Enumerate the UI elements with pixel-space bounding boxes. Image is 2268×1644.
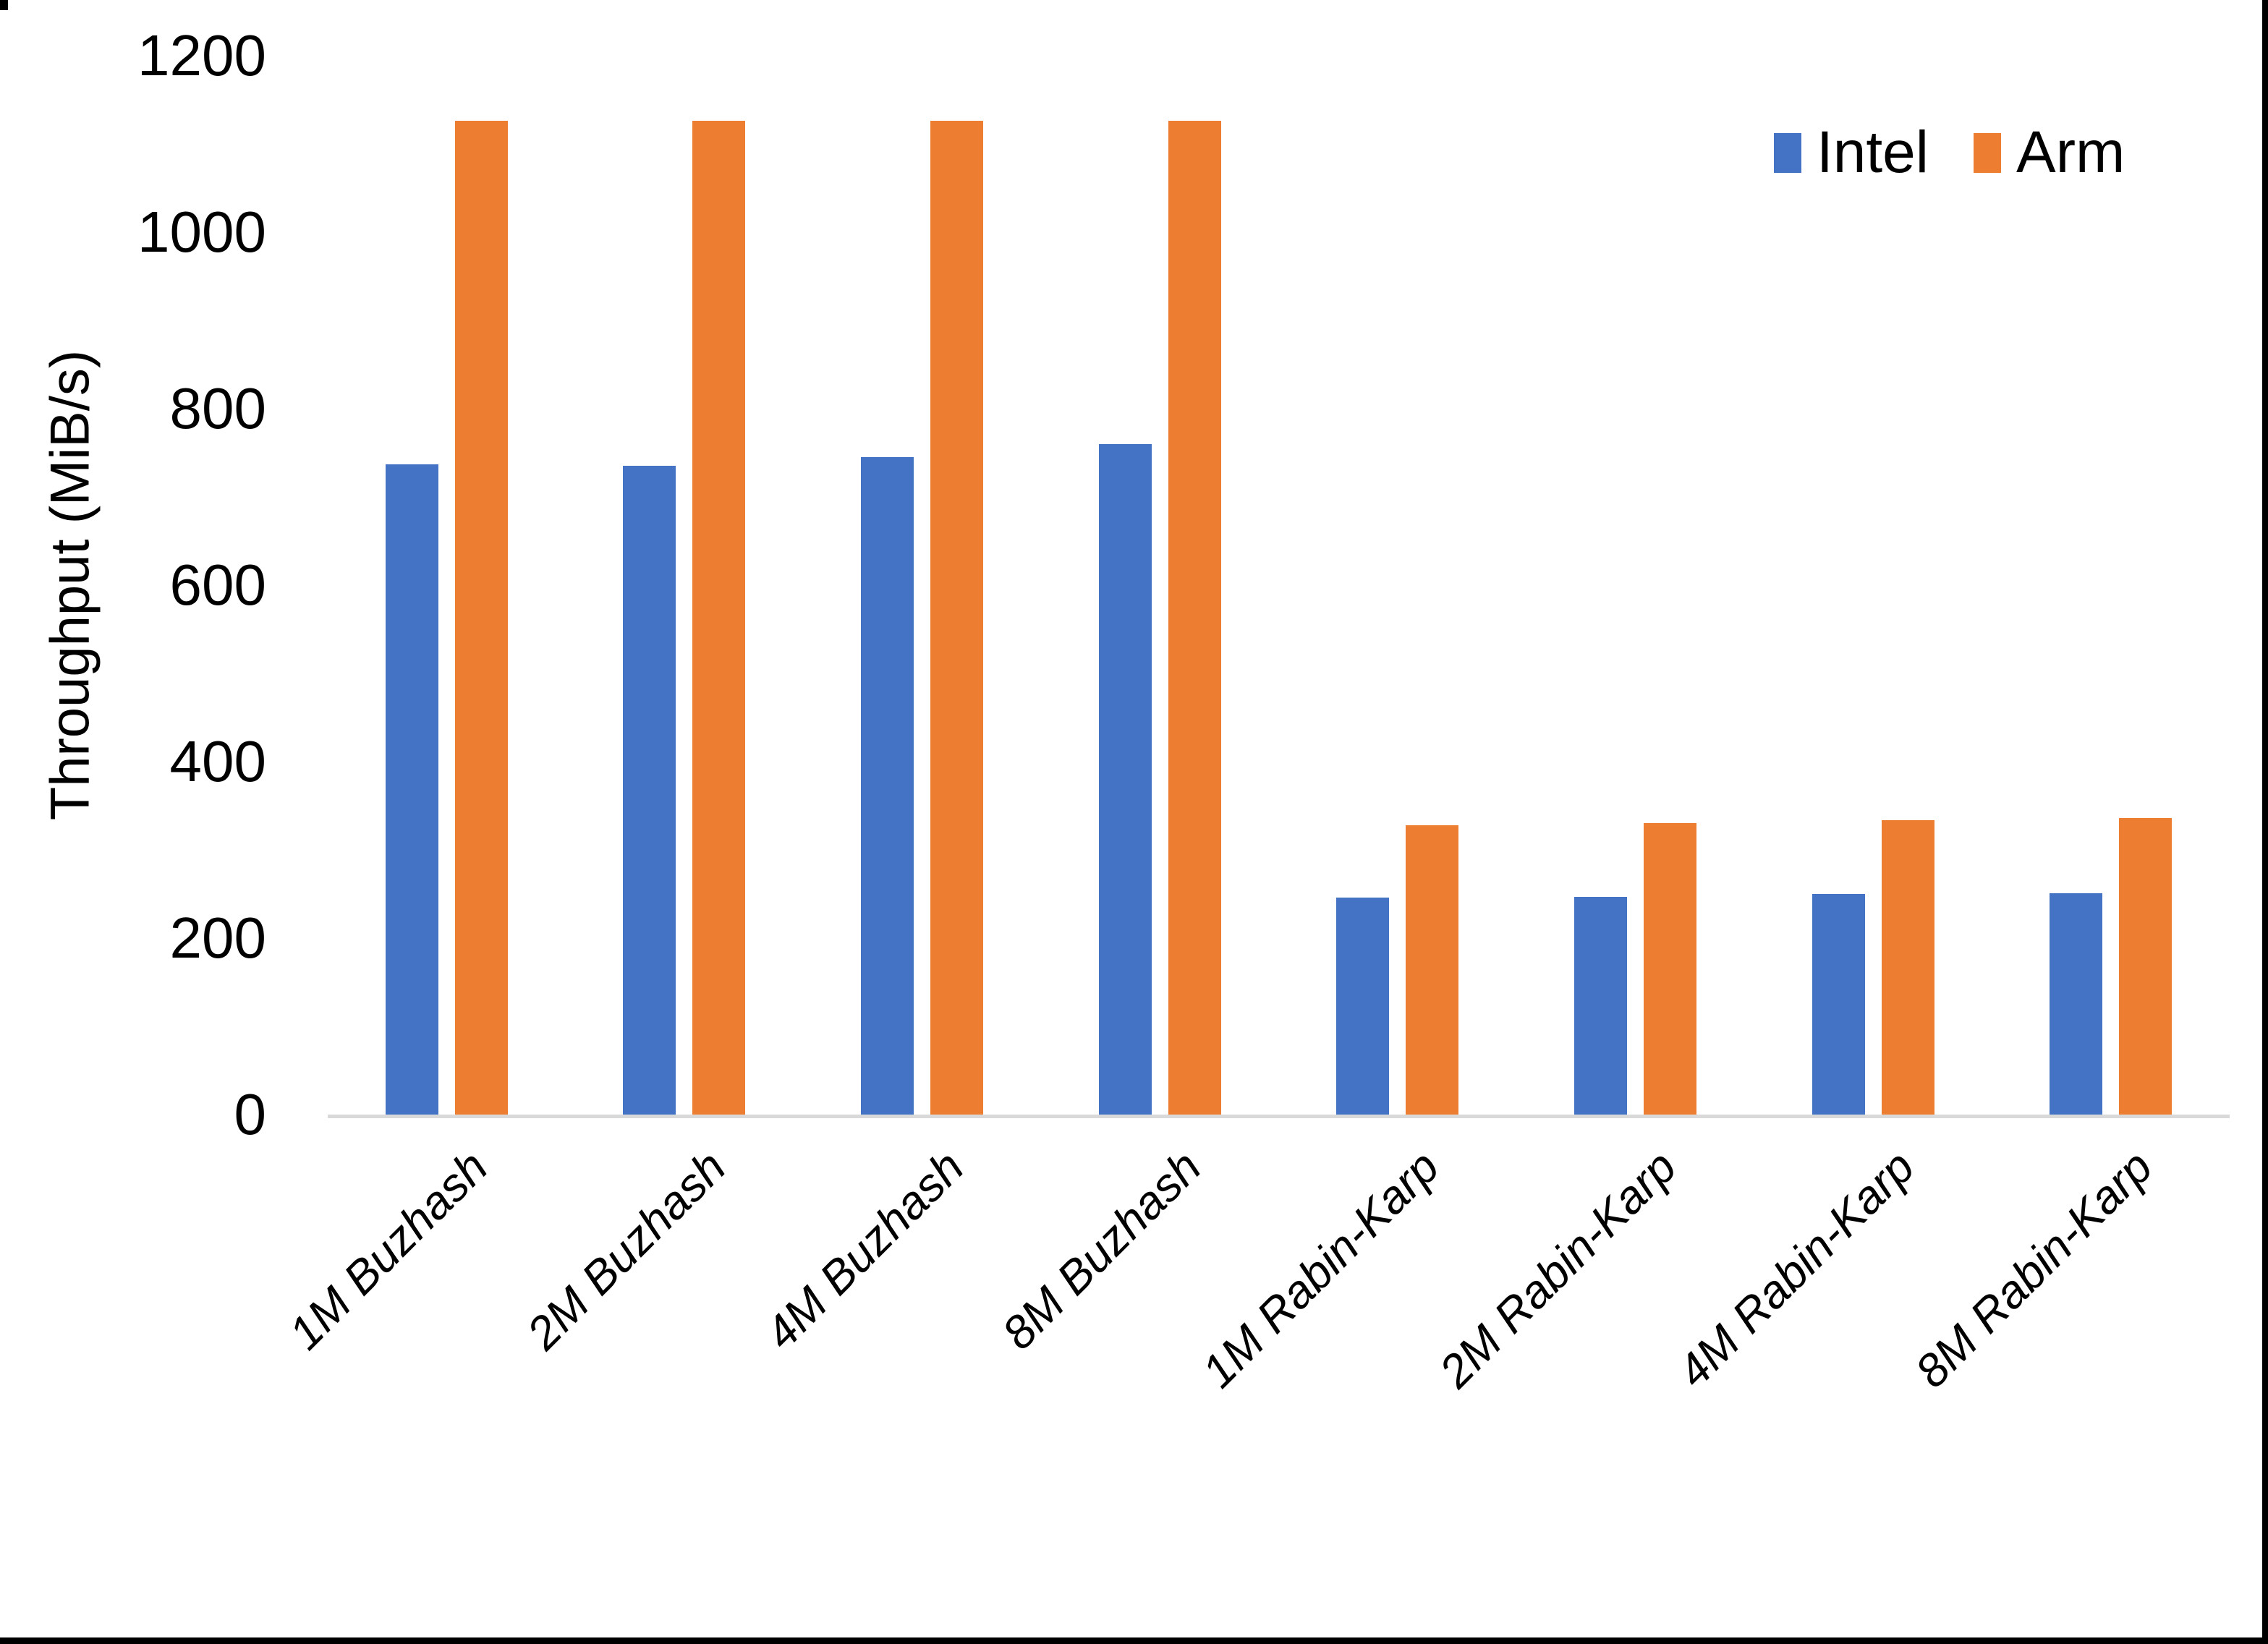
y-tick-label-600: 600 xyxy=(169,553,266,617)
x-category-label-1m-buzhash: 1M Buzhash xyxy=(279,1140,498,1360)
bar-group-1m-buzhash xyxy=(328,56,566,1115)
legend-label-arm: Arm xyxy=(2016,119,2125,185)
y-tick-label-400: 400 xyxy=(169,729,266,793)
bar-group-4m-buzhash xyxy=(803,56,1041,1115)
bar-intel-8m-buzhash xyxy=(1098,444,1152,1115)
bar-arm-4m-buzhash xyxy=(930,121,984,1115)
y-tick-label-0: 0 xyxy=(234,1082,267,1146)
x-category-label-1m-rabin-karp: 1M Rabin-Karp xyxy=(1192,1140,1449,1398)
x-category-label-2m-rabin-karp: 2M Rabin-Karp xyxy=(1429,1140,1686,1398)
window-corner-artifact xyxy=(0,0,8,10)
bar-group-1m-rabin-karp xyxy=(1279,56,1517,1115)
bar-intel-4m-rabin-karp xyxy=(1812,894,1865,1115)
bar-arm-2m-rabin-karp xyxy=(1643,823,1696,1115)
bar-group-4m-rabin-karp xyxy=(1754,56,1992,1115)
y-tick-label-1200: 1200 xyxy=(137,23,266,88)
y-tick-label-1000: 1000 xyxy=(137,200,266,264)
window-right-border xyxy=(2262,0,2268,1644)
bar-arm-8m-buzhash xyxy=(1168,121,1221,1115)
bar-arm-8m-rabin-karp xyxy=(2119,818,2173,1115)
y-tick-label-800: 800 xyxy=(169,376,266,440)
bar-intel-2m-buzhash xyxy=(623,466,676,1115)
x-category-label-8m-rabin-karp: 8M Rabin-Karp xyxy=(1905,1140,2162,1398)
bar-intel-4m-buzhash xyxy=(861,457,914,1115)
bar-group-2m-buzhash xyxy=(566,56,804,1115)
x-category-label-8m-buzhash: 8M Buzhash xyxy=(992,1140,1211,1360)
bar-intel-8m-rabin-karp xyxy=(2050,893,2103,1115)
bar-group-8m-rabin-karp xyxy=(1992,56,2230,1115)
legend-item-arm: Arm xyxy=(1974,122,2125,184)
bar-arm-1m-buzhash xyxy=(454,121,508,1115)
legend-item-intel: Intel xyxy=(1774,122,1929,184)
window-bottom-border xyxy=(0,1637,2268,1644)
y-tick-label-200: 200 xyxy=(169,906,266,970)
legend-label-intel: Intel xyxy=(1817,119,1929,185)
legend-marker-intel xyxy=(1774,132,1801,173)
x-category-label-4m-rabin-karp: 4M Rabin-Karp xyxy=(1667,1140,1924,1398)
bar-intel-2m-rabin-karp xyxy=(1573,897,1627,1115)
legend-marker-arm xyxy=(1974,132,2001,173)
bar-arm-1m-rabin-karp xyxy=(1406,825,1459,1115)
bar-intel-1m-rabin-karp xyxy=(1336,898,1390,1115)
bar-group-2m-rabin-karp xyxy=(1516,56,1754,1115)
bar-arm-4m-rabin-karp xyxy=(1881,820,1934,1115)
legend: Intel Arm xyxy=(1774,122,2125,184)
plot-area xyxy=(328,56,2230,1118)
x-category-label-4m-buzhash: 4M Buzhash xyxy=(755,1140,974,1360)
x-category-label-2m-buzhash: 2M Buzhash xyxy=(517,1140,736,1360)
bar-intel-1m-buzhash xyxy=(385,464,438,1115)
bar-group-8m-buzhash xyxy=(1041,56,1279,1115)
bar-arm-2m-buzhash xyxy=(692,121,746,1115)
